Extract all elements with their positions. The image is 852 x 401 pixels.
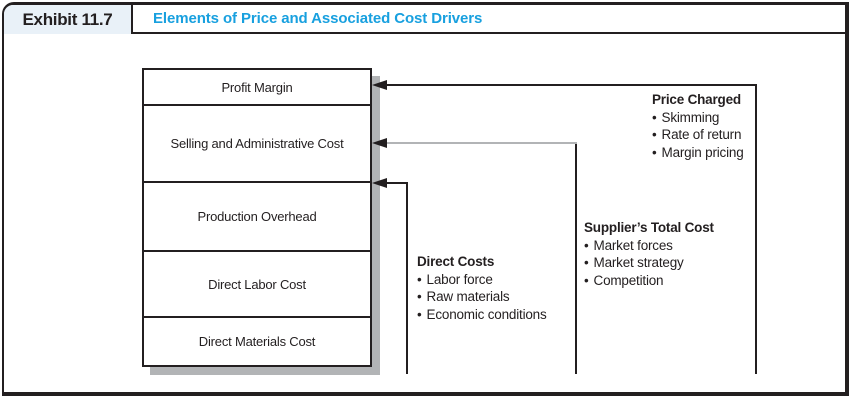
- box-direct-materials-cost: Direct Materials Cost: [142, 318, 372, 367]
- note-heading: Price Charged: [652, 92, 741, 107]
- box-profit-margin: Profit Margin: [142, 68, 372, 106]
- box-label: Production Overhead: [197, 209, 317, 224]
- note-item-label: Skimming: [661, 109, 720, 125]
- arrow-left-icon: [372, 80, 387, 90]
- note-bullet-item: • Raw materials: [417, 288, 547, 306]
- arrow-left-icon: [372, 138, 387, 148]
- note-item-label: Market forces: [593, 237, 673, 253]
- figure-frame: Exhibit 11.7 Elements of Price and Assoc…: [2, 2, 849, 396]
- box-label: Direct Materials Cost: [198, 334, 316, 349]
- suppliers-cost-connector-horizontal: [385, 142, 577, 144]
- bullet-marker: •: [584, 272, 589, 288]
- price-charged-connector-vertical: [755, 84, 757, 374]
- note-bullet-item: • Economic conditions: [417, 306, 547, 324]
- bullet-marker: •: [584, 237, 589, 253]
- note-bullet-item: • Market strategy: [584, 254, 714, 272]
- box-label: Selling and Administrative Cost: [170, 136, 344, 151]
- figure-header: Exhibit 11.7 Elements of Price and Assoc…: [4, 5, 845, 34]
- note-item-label: Raw materials: [426, 289, 510, 304]
- box-direct-labor-cost: Direct Labor Cost: [142, 252, 372, 318]
- box-production-overhead: Production Overhead: [142, 183, 372, 252]
- suppliers-cost-connector-vertical: [575, 144, 577, 374]
- exhibit-label: Exhibit 11.7: [22, 9, 113, 29]
- bullet-marker: •: [652, 144, 657, 160]
- direct-costs-connector-vertical: [406, 182, 408, 374]
- note-item-label: Economic conditions: [426, 306, 547, 322]
- note-bullet-item: • Skimming: [652, 109, 744, 127]
- price-charged-connector-horizontal: [385, 84, 757, 86]
- note-item-label: Market strategy: [593, 255, 684, 270]
- bullet-marker: •: [417, 271, 422, 287]
- bullet-marker: •: [417, 289, 422, 304]
- bullet-marker: •: [417, 306, 422, 322]
- bullet-marker: •: [652, 127, 657, 142]
- box-selling-admin-cost: Selling and Administrative Cost: [142, 106, 372, 183]
- note-heading: Supplier’s Total Cost: [584, 220, 714, 235]
- note-suppliers-total-cost: Supplier’s Total Cost • Market forces • Ma…: [584, 219, 714, 289]
- note-item-label: Labor force: [426, 271, 493, 287]
- note-price-charged: Price Charged • Skimming • Rate of return …: [652, 91, 744, 161]
- note-bullet-item: • Rate of return: [652, 126, 744, 144]
- note-item-label: Competition: [593, 272, 664, 288]
- note-item-label: Rate of return: [661, 127, 742, 142]
- note-bullet-item: • Competition: [584, 272, 714, 290]
- note-bullet-item: • Labor force: [417, 271, 547, 289]
- direct-costs-connector-horizontal: [385, 182, 408, 184]
- note-item-label: Margin pricing: [661, 144, 744, 160]
- figure-title: Elements of Price and Associated Cost Dr…: [153, 10, 483, 27]
- arrow-left-icon: [372, 178, 387, 188]
- note-heading: Direct Costs: [417, 254, 495, 269]
- price-elements-stack: Profit Margin Selling and Administrative…: [142, 68, 372, 367]
- exhibit-tab: Exhibit 11.7: [4, 5, 133, 34]
- note-bullet-item: • Margin pricing: [652, 144, 744, 162]
- note-bullet-item: • Market forces: [584, 237, 714, 255]
- bullet-marker: •: [652, 109, 657, 125]
- box-label: Direct Labor Cost: [208, 276, 306, 292]
- bullet-marker: •: [584, 255, 589, 270]
- note-direct-costs: Direct Costs • Labor force • Raw materials…: [417, 253, 547, 323]
- box-label: Profit Margin: [221, 79, 293, 95]
